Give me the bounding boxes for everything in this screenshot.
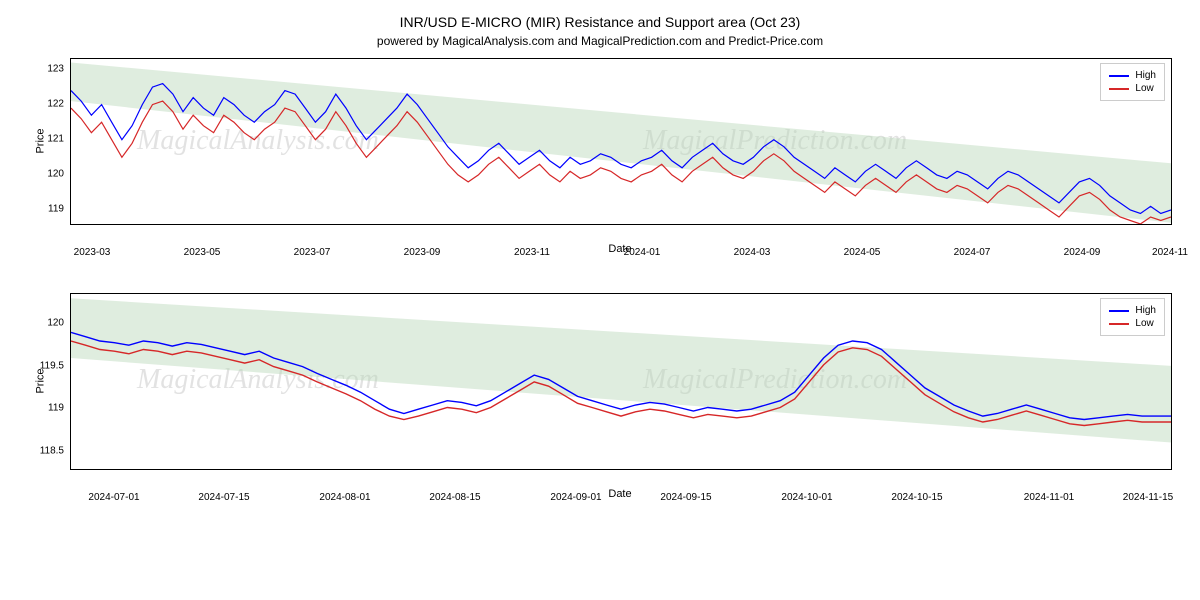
panel-1-lines xyxy=(71,59,1171,224)
panel-1: Price 119 120 121 122 123 MagicalAnalysis.co… xyxy=(20,58,1180,273)
legend-label-high: High xyxy=(1135,70,1156,81)
legend-line-low xyxy=(1109,323,1129,325)
chart-title: INR/USD E-MICRO (MIR) Resistance and Sup… xyxy=(10,14,1190,30)
y-tick: 119 xyxy=(48,403,64,414)
panel-1-plot-area: MagicalAnalysis.com MagicalPrediction.co… xyxy=(70,58,1172,225)
legend-line-low xyxy=(1109,88,1129,90)
y-tick: 121 xyxy=(47,133,64,144)
x-tick: 2024-10-01 xyxy=(781,492,832,503)
legend: High Low xyxy=(1100,298,1165,336)
y-tick: 120 xyxy=(47,317,64,328)
legend-line-high xyxy=(1109,75,1129,77)
x-tick: 2023-09 xyxy=(404,247,441,258)
x-tick: 2023-05 xyxy=(184,247,221,258)
x-tick: 2023-03 xyxy=(74,247,111,258)
x-tick: 2024-08-01 xyxy=(319,492,370,503)
x-tick: 2024-11-01 xyxy=(1024,492,1074,503)
y-tick: 119.5 xyxy=(40,360,64,371)
x-tick: 2024-09-01 xyxy=(550,492,601,503)
x-tick: 2024-09 xyxy=(1064,247,1101,258)
legend-item-low: Low xyxy=(1109,83,1156,94)
panel-1-x-label: Date xyxy=(70,243,1170,255)
x-tick: 2023-11 xyxy=(514,247,550,258)
x-tick: 2024-10-15 xyxy=(891,492,942,503)
panel-2-y-label: Price xyxy=(35,368,47,393)
panel-1-x-axis: Date 2023-03 2023-05 2023-07 2023-09 2023-11… xyxy=(70,243,1170,273)
legend: High Low xyxy=(1100,63,1165,101)
chart-subtitle: powered by MagicalAnalysis.com and Magic… xyxy=(10,34,1190,48)
x-tick: 2024-01 xyxy=(624,247,661,258)
x-tick: 2024-09-15 xyxy=(660,492,711,503)
y-tick: 123 xyxy=(47,63,64,74)
legend-line-high xyxy=(1109,310,1129,312)
y-tick: 119 xyxy=(48,203,64,214)
panel-2: Price 118.5 119 119.5 120 MagicalAnalysis.c… xyxy=(20,293,1180,518)
legend-label-low: Low xyxy=(1135,318,1153,329)
panel-1-y-axis: Price 119 120 121 122 123 xyxy=(20,58,68,223)
panel-2-plot-area: MagicalAnalysis.com MagicalPrediction.co… xyxy=(70,293,1172,470)
x-tick: 2024-07-01 xyxy=(88,492,139,503)
x-tick: 2024-05 xyxy=(844,247,881,258)
x-tick: 2024-11 xyxy=(1152,247,1188,258)
x-tick: 2024-03 xyxy=(734,247,771,258)
legend-label-low: Low xyxy=(1135,83,1153,94)
legend-label-high: High xyxy=(1135,305,1156,316)
x-tick: 2024-07-15 xyxy=(198,492,249,503)
legend-item-high: High xyxy=(1109,305,1156,316)
x-tick: 2024-08-15 xyxy=(429,492,480,503)
x-tick: 2024-11-15 xyxy=(1123,492,1173,503)
x-tick: 2024-07 xyxy=(954,247,991,258)
y-tick: 120 xyxy=(47,168,64,179)
panel-1-y-label: Price xyxy=(35,128,47,153)
legend-item-low: Low xyxy=(1109,318,1156,329)
panel-2-y-axis: Price 118.5 119 119.5 120 xyxy=(20,293,68,468)
y-tick: 122 xyxy=(47,98,64,109)
legend-item-high: High xyxy=(1109,70,1156,81)
x-tick: 2023-07 xyxy=(294,247,331,258)
panel-2-x-axis: Date 2024-07-012024-07-152024-08-012024-… xyxy=(70,488,1170,518)
panel-2-lines xyxy=(71,294,1171,469)
y-tick: 118.5 xyxy=(40,445,64,456)
